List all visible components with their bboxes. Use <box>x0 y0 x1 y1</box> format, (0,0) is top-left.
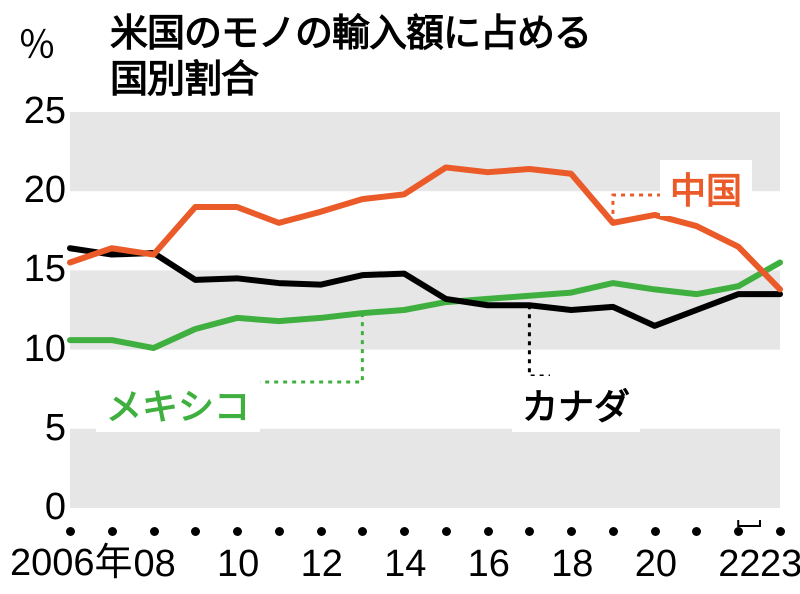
y-tick-label: 5 <box>10 407 66 450</box>
y-tick-label: 15 <box>10 248 66 291</box>
x-tick-dot <box>275 527 284 536</box>
series-label-canada: カナダ <box>512 376 640 432</box>
x-tick-dot <box>651 527 660 536</box>
x-tick-label: 23 <box>760 543 800 586</box>
chart: ％ 米国のモノの輸入額に占める国別割合 05101520252006年08101… <box>0 0 800 594</box>
y-tick-label: 10 <box>10 328 66 371</box>
x-bracket <box>738 520 760 526</box>
x-tick-label: 10 <box>217 543 259 586</box>
y-tick-label: 0 <box>10 486 66 529</box>
x-tick-dot <box>150 527 159 536</box>
x-tick-dot <box>609 527 618 536</box>
x-tick-dot <box>776 527 785 536</box>
x-tick-label: 08 <box>134 543 176 586</box>
x-tick-dot <box>317 527 326 536</box>
x-tick-label: 12 <box>301 543 343 586</box>
x-tick-label: 22 <box>718 543 760 586</box>
x-tick-label: 2006年 <box>10 531 133 586</box>
x-tick-dot <box>442 527 451 536</box>
series-label-china: 中国 <box>660 160 752 216</box>
x-tick-label: 20 <box>635 543 677 586</box>
x-tick-label: 14 <box>384 543 426 586</box>
x-tick-label: 16 <box>468 543 510 586</box>
x-tick-dot <box>233 527 242 536</box>
x-tick-label: 18 <box>551 543 593 586</box>
y-tick-label: 25 <box>10 90 66 133</box>
plot-area <box>0 0 800 594</box>
y-tick-label: 20 <box>10 169 66 212</box>
x-tick-dot <box>484 527 493 536</box>
series-label-mexico: メキシコ <box>96 376 260 432</box>
